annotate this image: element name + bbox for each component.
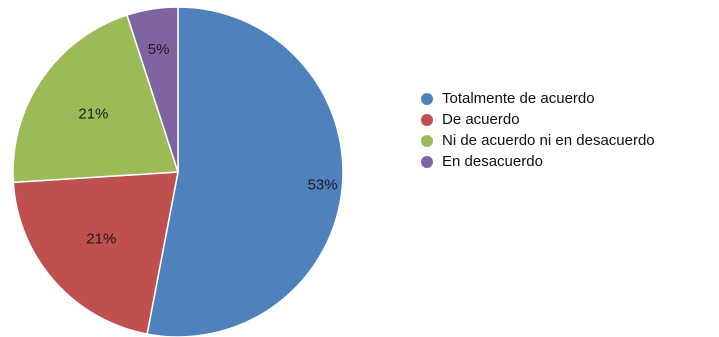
pie-slice-label: 5% [148,41,170,58]
pie-slice-de-acuerdo [12,171,179,335]
pie-slices [12,6,344,337]
legend-item: Ni de acuerdo ni en desacuerdo [421,130,655,151]
legend: Totalmente de acuerdo De acuerdo Ni de a… [421,88,655,172]
legend-item: De acuerdo [421,109,655,130]
legend-item: En desacuerdo [421,151,655,172]
pie-slice-label: 53% [308,177,338,194]
pie-slice-en-desacuerdo [126,6,179,173]
legend-marker [421,155,433,168]
legend-marker [421,92,433,105]
pie-slice-ni-de-acuerdo-ni-en-desacuerdo [12,14,180,184]
pie-slice-label: 21% [78,105,108,122]
legend-label: De acuerdo [442,111,520,128]
pie-slice-totalmente-de-acuerdo [146,6,344,337]
legend-item: Totalmente de acuerdo [421,88,655,109]
legend-marker [421,134,433,147]
legend-label: Ni de acuerdo ni en desacuerdo [442,132,655,149]
pie-slice-label: 21% [86,231,116,248]
legend-label: Totalmente de acuerdo [442,90,595,107]
legend-label: En desacuerdo [442,153,543,170]
pie-slice-labels: 53% 21% 21% 5% [78,41,337,248]
legend-marker [421,113,433,126]
